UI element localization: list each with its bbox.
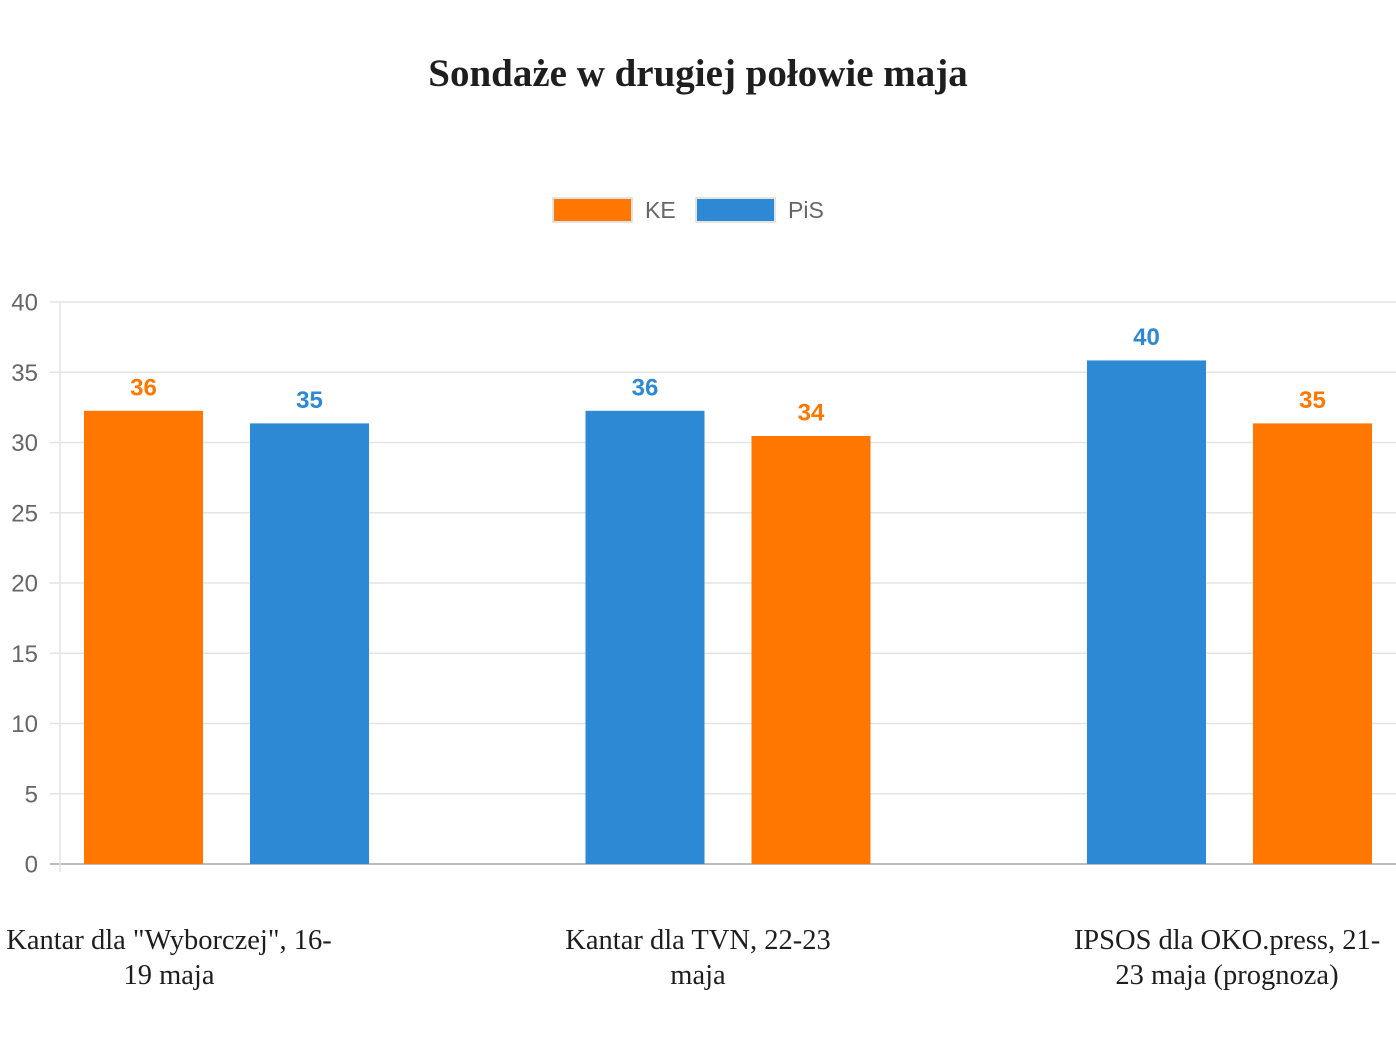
x-category-label-1: Kantar dla "Wyborczej", 16-19 maja [6, 925, 332, 991]
bar-pis-1 [250, 423, 369, 864]
data-label-ke-3: 35 [1299, 387, 1326, 414]
y-tick-label-30: 30 [11, 430, 38, 457]
bar-ke-1 [84, 410, 203, 864]
legend-item-pis[interactable]: PiS [695, 196, 824, 224]
data-label-ke-2: 34 [798, 399, 825, 426]
chart-title: Sondaże w drugiej połowie maja [428, 52, 968, 95]
data-label-pis-3: 40 [1133, 324, 1160, 351]
y-tick-label-10: 10 [11, 711, 38, 738]
bar-pis-2 [585, 410, 705, 864]
legend-label-pis: PiS [788, 197, 824, 223]
y-tick-label-0: 0 [25, 852, 38, 879]
legend-item-ke[interactable]: KE [552, 196, 676, 224]
x-category-label-2: Kantar dla TVN, 22-23 maja [565, 925, 831, 991]
data-label-ke-1: 36 [130, 374, 157, 401]
data-labels: 36 35 36 34 40 35 [130, 324, 1326, 427]
bar-pis-3 [1087, 360, 1206, 864]
bar-ke-3 [1253, 423, 1372, 864]
y-tick-label-25: 25 [11, 500, 38, 527]
legend-swatch-ke [552, 197, 633, 223]
bar-ke-2 [751, 435, 871, 864]
x-category-label-3: IPSOS dla OKO.press, 21-23 maja (prognoz… [1073, 925, 1381, 991]
legend-swatch-pis [695, 197, 776, 223]
y-tick-label-15: 15 [11, 641, 38, 668]
bars [84, 360, 1372, 864]
y-axis-tick-labels: 0 5 10 15 20 25 30 35 40 [11, 290, 38, 879]
data-label-pis-1: 35 [296, 387, 323, 414]
data-label-pis-2: 36 [632, 374, 659, 401]
y-tick-label-40: 40 [11, 290, 38, 317]
legend-label-ke: KE [645, 197, 676, 223]
y-tick-label-20: 20 [11, 571, 38, 598]
y-tick-label-35: 35 [11, 360, 38, 387]
y-tick-label-5: 5 [25, 781, 38, 808]
